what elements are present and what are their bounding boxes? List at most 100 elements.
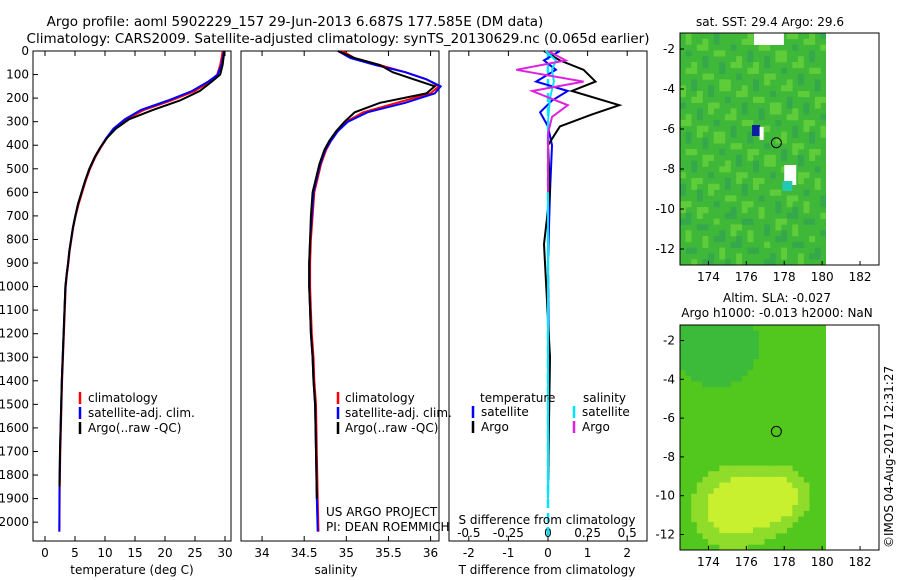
heatmap-cell xyxy=(702,44,709,51)
heatmap-cell xyxy=(736,236,743,243)
heatmap-cell xyxy=(758,510,765,517)
heatmap-cell xyxy=(753,85,759,92)
heatmap-cell xyxy=(724,325,731,331)
heatmap-cell xyxy=(797,510,804,517)
heatmap-cell xyxy=(680,201,686,208)
heatmap-cell xyxy=(786,212,793,219)
heatmap-cell xyxy=(797,241,804,248)
heatmap-cell xyxy=(809,131,816,138)
heatmap-cell xyxy=(753,247,759,254)
heatmap-cell xyxy=(702,488,709,495)
heatmap-cell xyxy=(775,521,782,528)
heatmap-cell xyxy=(769,154,776,161)
difference-lines xyxy=(516,50,623,541)
heatmap-cell xyxy=(719,505,726,511)
heatmap-cell xyxy=(708,154,714,161)
heatmap-cell xyxy=(764,79,771,86)
heatmap-cell xyxy=(747,149,754,156)
y-tick-label: 600 xyxy=(6,185,29,199)
heatmap-cell xyxy=(719,131,726,138)
heatmap-cell xyxy=(713,102,720,109)
heatmap-cell xyxy=(696,212,703,219)
heatmap-cell xyxy=(747,533,754,540)
heatmap-cell-cool xyxy=(782,181,793,191)
heatmap-cell xyxy=(764,259,771,266)
legend-label-satellite: satellite-adj. clim. xyxy=(345,406,452,420)
heatmap-cell xyxy=(708,364,714,371)
heatmap-cell xyxy=(747,510,754,517)
sst-map-ticks: 174 176 178 180 182 -2 -4 -6 -8 -10 -12 xyxy=(655,42,871,284)
heatmap-cell xyxy=(702,521,709,528)
heatmap-cell xyxy=(702,330,709,337)
salinity-x-ticks: 34 34.5 35 35.5 36 xyxy=(254,51,438,560)
heatmap-cell xyxy=(797,253,804,260)
heatmap-cell xyxy=(736,325,743,331)
heatmap-cell xyxy=(724,353,731,360)
heatmap-cell xyxy=(708,505,714,511)
heatmap-cell xyxy=(713,510,720,517)
heatmap-cell xyxy=(758,527,765,534)
heatmap-cell xyxy=(713,527,720,534)
heatmap-cell xyxy=(747,154,754,161)
heatmap-cell xyxy=(803,102,810,109)
heatmap-cell xyxy=(708,358,714,365)
heatmap-cell xyxy=(803,125,810,132)
heatmap-cell xyxy=(758,505,765,511)
heatmap-cell xyxy=(753,178,759,185)
heatmap-cell xyxy=(758,533,765,540)
heatmap-cell xyxy=(736,364,743,371)
y-tick-label: 800 xyxy=(6,232,29,246)
heatmap-cell xyxy=(797,259,804,266)
legend-label-argo: Argo(..raw -QC) xyxy=(88,421,181,435)
heatmap-cell xyxy=(792,476,799,483)
heatmap-cell xyxy=(691,364,698,371)
heatmap-cell xyxy=(747,218,754,225)
heatmap-cell xyxy=(775,510,782,517)
heatmap-cell xyxy=(792,230,799,237)
map-x-tick-label: 176 xyxy=(735,270,758,284)
map-x-tick-label: 178 xyxy=(773,270,796,284)
heatmap-cell xyxy=(741,476,748,483)
heatmap-cell xyxy=(736,482,743,489)
heatmap-cell xyxy=(741,330,748,337)
heatmap-cell xyxy=(708,91,714,98)
sla-profile-location-marker xyxy=(770,425,782,437)
heatmap-cell xyxy=(685,201,692,208)
heatmap-cell xyxy=(724,527,731,534)
heatmap-cell xyxy=(702,353,709,360)
heatmap-cell xyxy=(736,538,743,545)
heatmap-cell xyxy=(814,247,821,254)
heatmap-cell xyxy=(702,370,709,376)
heatmap-cell xyxy=(736,336,743,343)
heatmap-cell xyxy=(691,510,698,517)
heatmap-cell xyxy=(736,91,743,98)
s-diff-tick-label: -0.5 xyxy=(457,526,480,540)
heatmap-cell xyxy=(753,493,759,500)
heatmap-cell xyxy=(713,533,720,540)
heatmap-cell xyxy=(747,482,754,489)
heatmap-cell xyxy=(747,330,754,337)
heatmap-cell xyxy=(702,160,709,167)
heatmap-cell xyxy=(696,131,703,138)
heatmap-cell xyxy=(764,154,771,161)
y-tick-label: 200 xyxy=(6,91,29,105)
heatmap-cell xyxy=(764,527,771,534)
heatmap-cell xyxy=(775,493,782,500)
map-y-tick-label: -8 xyxy=(663,162,675,176)
heatmap-cell xyxy=(680,341,686,348)
heatmap-cell xyxy=(741,488,748,495)
heatmap-cell xyxy=(753,488,759,495)
heatmap-cell xyxy=(820,131,827,138)
heatmap-cell xyxy=(724,178,731,185)
heatmap-cell xyxy=(781,521,787,528)
heatmap-cell xyxy=(792,207,799,214)
heatmap-cell xyxy=(764,533,771,540)
heatmap-cell xyxy=(708,336,714,343)
heatmap-cell xyxy=(736,465,743,472)
heatmap-cell xyxy=(708,259,714,266)
heatmap-cell xyxy=(719,370,726,376)
heatmap-cell xyxy=(736,521,743,528)
heatmap-cell xyxy=(696,521,703,528)
heatmap-cell xyxy=(685,149,692,156)
temperature-xlabel: temperature (deg C) xyxy=(70,563,193,577)
